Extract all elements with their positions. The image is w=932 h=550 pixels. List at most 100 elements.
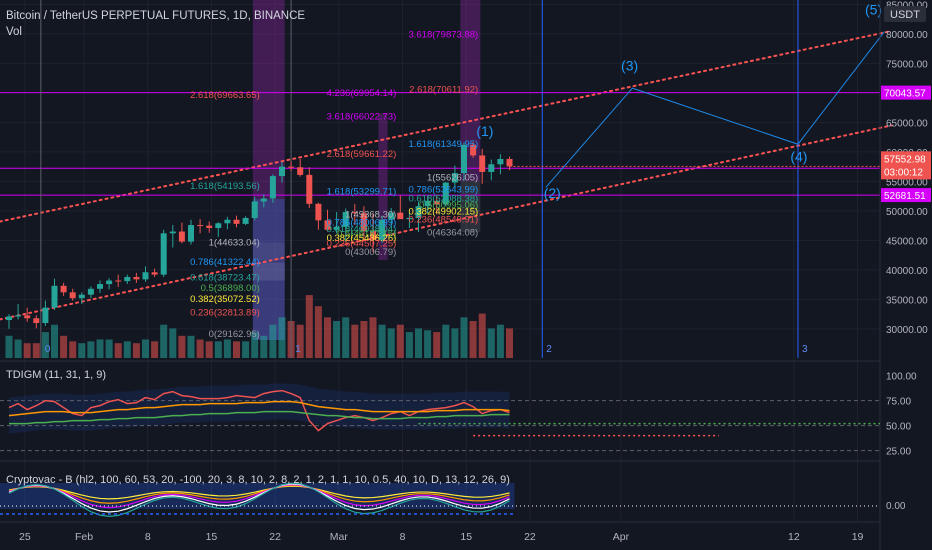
candle-body[interactable] — [279, 166, 285, 177]
volume-label: Vol — [6, 26, 22, 38]
fib-label: 3.618(79873.88) — [408, 30, 478, 41]
volume-bar — [5, 335, 13, 358]
candle-body[interactable] — [269, 176, 276, 199]
candles[interactable] — [6, 141, 513, 329]
tdigm-band — [9, 383, 510, 434]
candle-body[interactable] — [15, 315, 22, 317]
cryptovac-line — [8, 482, 510, 517]
tdigm-tick-label: 75.00 — [886, 397, 911, 408]
candle-body[interactable] — [206, 225, 213, 229]
candle-body[interactable] — [133, 276, 140, 280]
candle-body[interactable] — [242, 217, 249, 224]
volume-bar — [87, 341, 95, 358]
candle-body[interactable] — [215, 223, 222, 229]
cryptovac-indicator[interactable] — [0, 482, 880, 517]
volume-bar — [69, 341, 77, 358]
channel-lower — [0, 124, 893, 321]
candle-body[interactable] — [60, 285, 67, 293]
candle-body[interactable] — [415, 206, 422, 218]
wave-projection[interactable] — [545, 31, 885, 188]
candle-body[interactable] — [151, 272, 158, 275]
candle-body[interactable] — [51, 285, 58, 308]
candle-body[interactable] — [442, 182, 449, 205]
candle-body[interactable] — [87, 288, 94, 295]
volume-bar — [487, 328, 495, 358]
candle-body[interactable] — [506, 158, 513, 167]
fib-label: 1.618(54193.56) — [190, 181, 260, 192]
candle-body[interactable] — [370, 230, 376, 240]
candle-body[interactable] — [233, 219, 240, 224]
candle-body[interactable] — [78, 294, 85, 299]
candle-body[interactable] — [288, 166, 295, 168]
fib-label: 0.5(36898.00) — [201, 283, 260, 294]
candle-body[interactable] — [297, 167, 304, 175]
candle-body[interactable] — [260, 198, 267, 202]
volume-bar — [96, 339, 104, 358]
candle-body[interactable] — [97, 284, 103, 289]
currency-badge[interactable] — [884, 6, 926, 22]
volume-bar — [442, 324, 450, 358]
candle-body[interactable] — [160, 233, 167, 275]
candle-body[interactable] — [115, 280, 122, 282]
candle-body[interactable] — [451, 173, 458, 183]
candle-body[interactable] — [188, 225, 194, 242]
price-tick-label: 65000.00 — [886, 118, 928, 129]
candle-body[interactable] — [306, 174, 313, 204]
candle-body[interactable] — [224, 219, 231, 224]
candle-body[interactable] — [315, 203, 322, 221]
candle-body[interactable] — [251, 201, 258, 218]
candle-body[interactable] — [106, 280, 113, 285]
cryptovac-line — [8, 484, 510, 509]
candle-body[interactable] — [142, 272, 149, 280]
candle-body[interactable] — [333, 226, 340, 230]
candle-body[interactable] — [379, 219, 386, 240]
volume-bar — [132, 343, 140, 358]
candle-body[interactable] — [33, 318, 40, 323]
vertical-marker-label: 0 — [45, 344, 51, 355]
candle-body[interactable] — [42, 307, 49, 323]
volume-bar — [51, 324, 58, 358]
candle-body[interactable] — [406, 217, 413, 220]
tdigm-series-line[interactable] — [8, 400, 510, 417]
volume-bar — [342, 317, 350, 358]
fib-label: 0.786(48006.99) — [327, 218, 397, 229]
tdigm-series-line[interactable] — [8, 389, 510, 432]
candle-body[interactable] — [178, 231, 185, 242]
chart-title: Bitcoin / TetherUS PERPETUAL FUTURES, 1D… — [6, 10, 305, 22]
candle-body[interactable] — [124, 276, 131, 282]
tdigm-series-line[interactable] — [9, 410, 510, 425]
time-axis[interactable]: 25 Feb 8 15 22 Mar 8 15 22 Apr 12 19 — [19, 531, 863, 543]
volume-bar — [351, 324, 359, 358]
level-price-box[interactable] — [881, 188, 931, 203]
level-price-box[interactable] — [881, 85, 931, 100]
candle-body[interactable] — [351, 212, 358, 214]
candle-body[interactable] — [388, 212, 395, 220]
candle-body[interactable] — [397, 212, 404, 220]
candle-body[interactable] — [6, 316, 12, 321]
candle-body[interactable] — [497, 158, 504, 165]
candle-body[interactable] — [324, 220, 331, 230]
candle-body[interactable] — [479, 155, 486, 172]
candle-body[interactable] — [360, 213, 367, 231]
volume-bar — [269, 324, 277, 358]
candle-body[interactable] — [461, 144, 467, 174]
candle-body[interactable] — [169, 231, 176, 234]
fib-label: 0.618(46938.04) — [327, 224, 397, 235]
price-tick-label: 80000.00 — [886, 30, 928, 41]
price-tick-label: 45000.00 — [886, 236, 928, 247]
candle-body[interactable] — [197, 225, 204, 227]
candle-body[interactable] — [424, 200, 431, 207]
volume-bar — [32, 343, 40, 358]
last-price-box[interactable] — [881, 151, 931, 180]
time-tick-label: 8 — [400, 531, 406, 543]
candle-body[interactable] — [342, 212, 349, 227]
candle-body[interactable] — [470, 144, 477, 156]
candle-body[interactable] — [433, 200, 440, 205]
last-price-label: 57552.98 — [884, 154, 926, 165]
tdigm-indicator[interactable] — [0, 383, 880, 452]
candle-body[interactable] — [488, 164, 495, 172]
price-axis[interactable]: 30000.00 35000.00 40000.00 45000.00 50000.00… — [509, 0, 932, 512]
candle-body[interactable] — [69, 292, 76, 299]
candle-body[interactable] — [24, 315, 31, 319]
